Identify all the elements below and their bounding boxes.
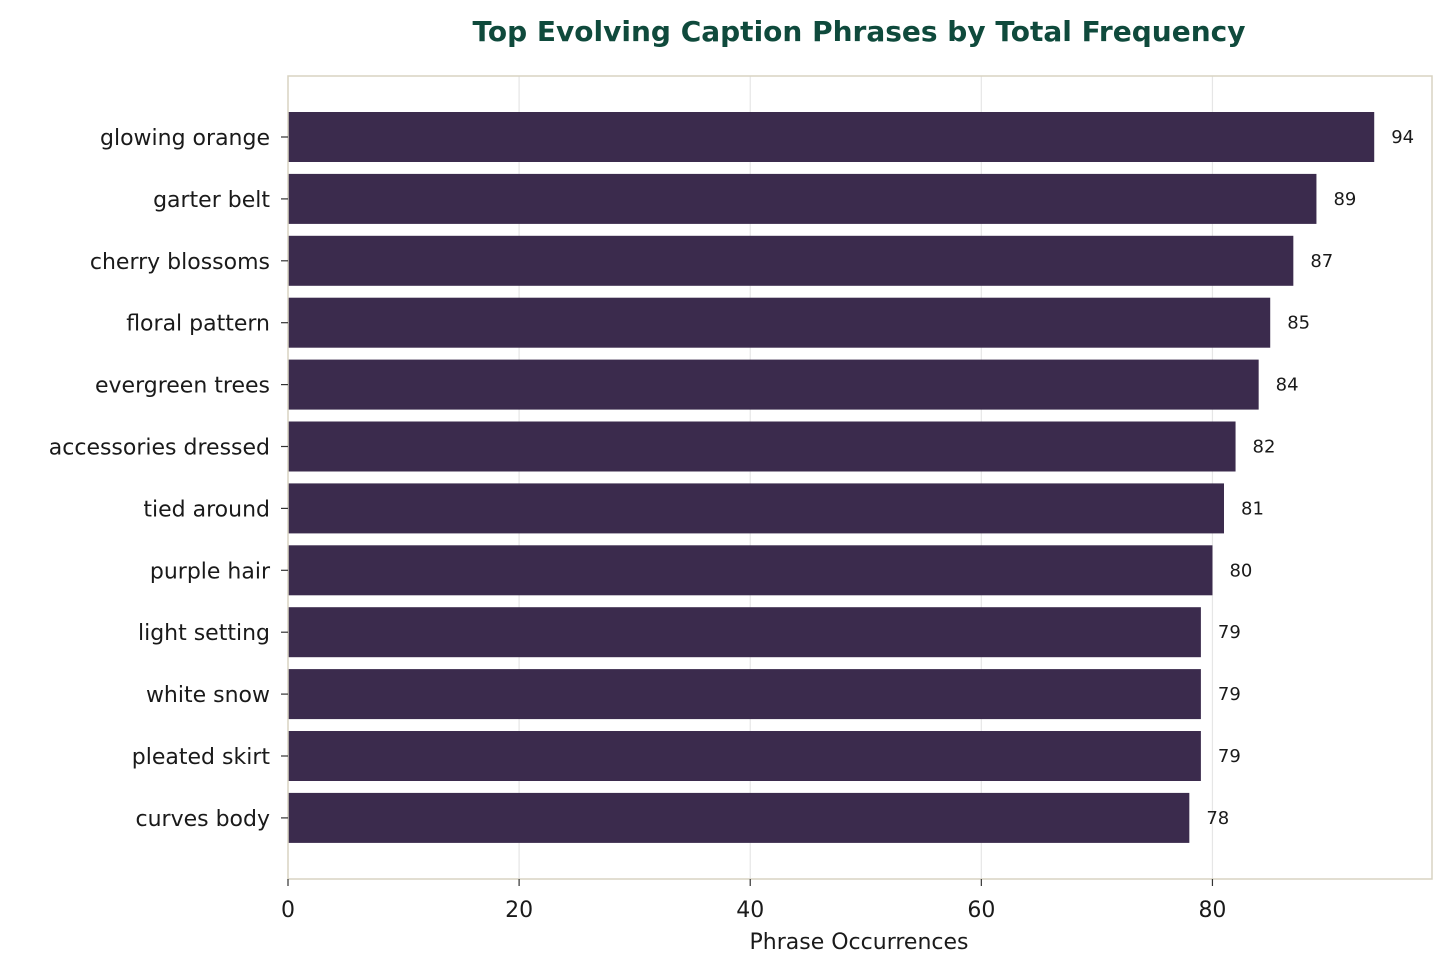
x-tick-label: 20	[505, 898, 533, 923]
bar	[288, 483, 1224, 534]
bar	[288, 731, 1201, 781]
bar	[288, 421, 1236, 472]
category-label: purple hair	[150, 559, 271, 584]
x-axis-label: Phrase Occurrences	[750, 930, 969, 955]
category-label: cherry blossoms	[90, 250, 270, 275]
bar	[288, 607, 1201, 658]
data-label: 82	[1253, 437, 1276, 458]
category-label: white snow	[146, 683, 270, 708]
category-label: curves body	[135, 807, 270, 832]
data-label: 80	[1229, 560, 1252, 581]
data-label: 94	[1391, 127, 1414, 148]
bar	[288, 235, 1294, 286]
category-label: floral pattern	[126, 312, 270, 337]
bars	[288, 112, 1375, 843]
data-label: 84	[1276, 375, 1299, 396]
bar	[288, 792, 1190, 843]
bar	[288, 669, 1201, 720]
category-label: light setting	[138, 621, 270, 646]
data-label: 79	[1218, 622, 1241, 643]
category-label: evergreen trees	[95, 374, 270, 399]
x-tick-label: 0	[281, 898, 295, 923]
data-label: 89	[1333, 189, 1356, 210]
category-label: accessories dressed	[49, 436, 270, 461]
x-tick-label: 40	[736, 898, 764, 923]
x-tick-label: 80	[1198, 898, 1226, 923]
category-label: garter belt	[153, 188, 270, 213]
data-label: 85	[1287, 313, 1310, 334]
data-label: 81	[1241, 498, 1264, 519]
data-label: 78	[1206, 808, 1229, 829]
data-labels: 94 89 87 85 84 82 81 80 79 79 79 78	[1206, 127, 1414, 829]
y-axis-categories: glowing orange garter belt cherry blossoms…	[49, 126, 288, 832]
category-label: tied around	[143, 497, 270, 522]
data-label: 87	[1310, 251, 1333, 272]
category-label: pleated skirt	[132, 745, 271, 770]
bar	[288, 173, 1317, 224]
data-label: 79	[1218, 746, 1241, 767]
data-label: 79	[1218, 684, 1241, 705]
plot-frame	[287, 75, 1433, 880]
bar	[288, 112, 1375, 162]
category-label: glowing orange	[100, 126, 270, 151]
x-tick-label: 60	[967, 898, 995, 923]
x-axis-ticks: 0 20 40 60 80	[281, 879, 1226, 923]
chart-title: Top Evolving Caption Phrases by Total Fr…	[473, 15, 1246, 48]
bar	[288, 297, 1271, 348]
bar	[288, 545, 1213, 596]
bar	[288, 359, 1259, 410]
